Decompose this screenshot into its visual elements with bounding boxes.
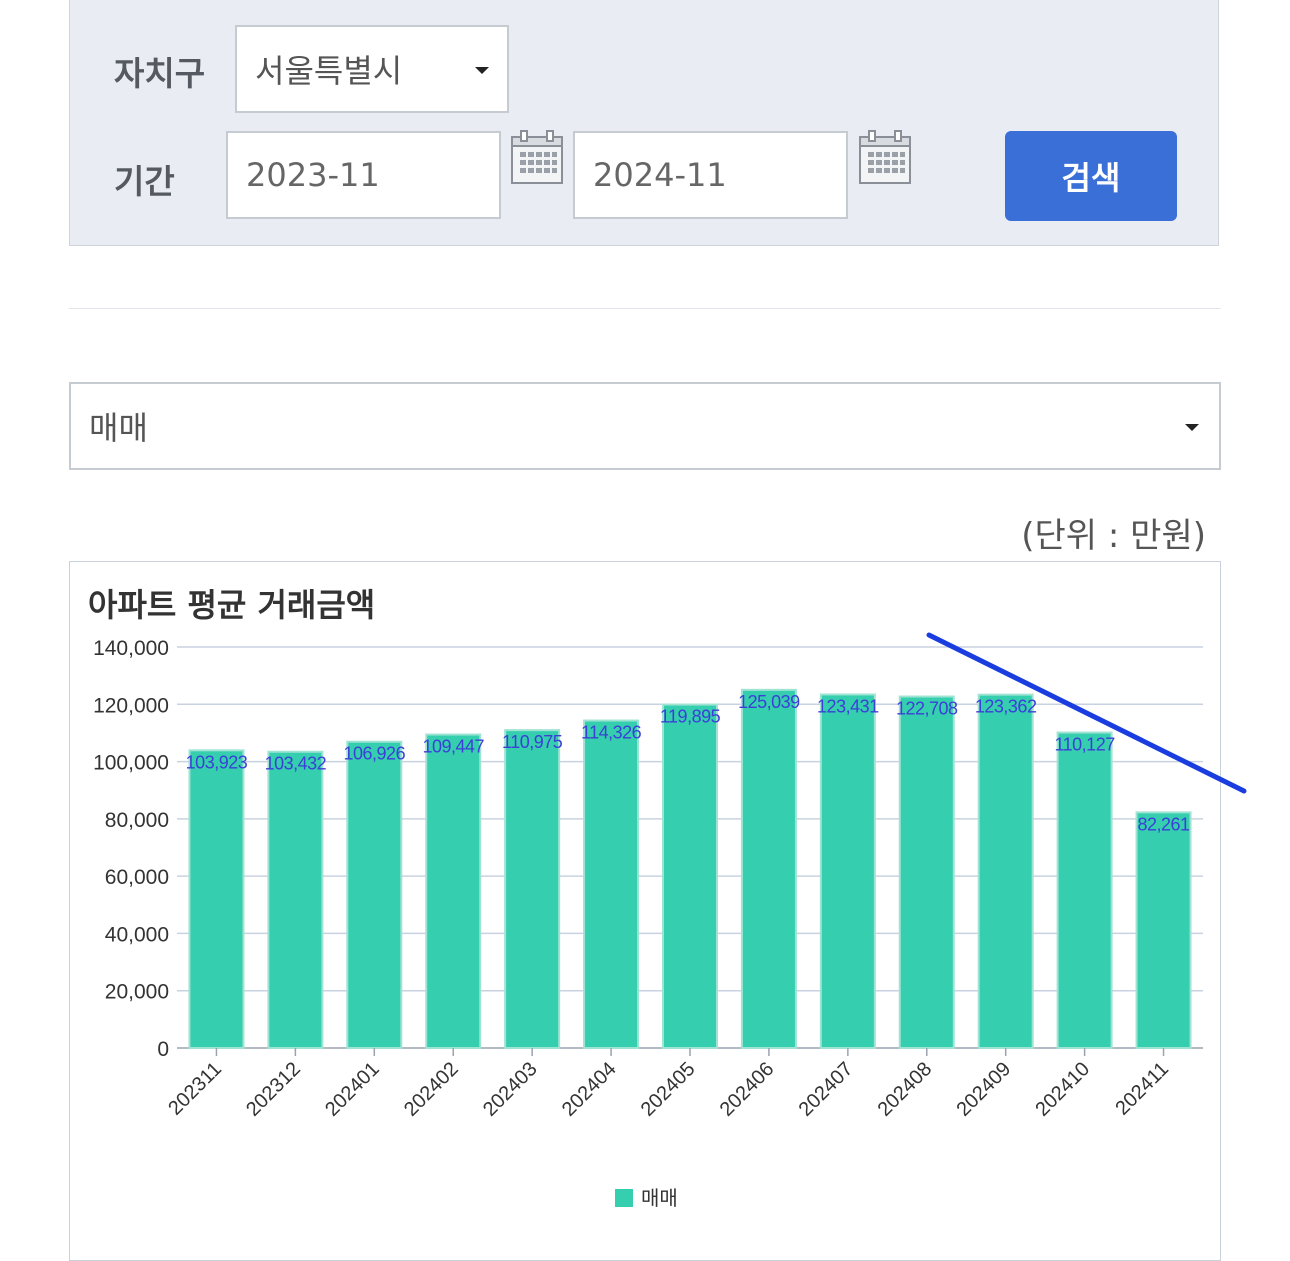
district-label: 자치구 [114, 54, 206, 93]
x-tick-label: 202407 [795, 1058, 858, 1121]
x-tick-label: 202403 [479, 1058, 542, 1121]
bar-value-label: 123,362 [975, 697, 1037, 717]
bar-chart: 0 20,000 40,000 60,000 80,000 100,000 120,000 1… [93, 637, 1203, 1210]
y-tick-label: 80,000 [105, 809, 169, 832]
bar-value-label: 114,326 [581, 723, 642, 743]
bar-value-label: 82,261 [1138, 814, 1191, 834]
bar-value-label: 103,923 [186, 752, 248, 772]
bar [504, 729, 561, 1049]
end-date-input[interactable]: 2024-11 [573, 131, 848, 219]
bar-value-label: 119,895 [660, 707, 721, 727]
start-date-value: 2023-11 [246, 156, 380, 194]
x-tick-label: 202401 [321, 1058, 384, 1121]
chevron-down-icon [1185, 424, 1199, 431]
y-tick-label: 0 [157, 1038, 169, 1061]
calendar-icon[interactable] [858, 129, 912, 187]
legend-label: 매매 [641, 1186, 678, 1210]
x-tick-label: 202408 [874, 1058, 937, 1121]
trade-type-value: 매매 [89, 409, 148, 447]
bar [1135, 811, 1192, 1049]
search-panel: 자치구 서울특별시 기간 2023-11 2024-11 검색 [69, 0, 1219, 246]
bar [267, 750, 324, 1049]
district-select-value: 서울특별시 [255, 52, 403, 90]
x-tick-label: 202311 [164, 1058, 226, 1120]
bar [346, 740, 403, 1049]
start-date-input[interactable]: 2023-11 [226, 131, 501, 219]
x-tick-label: 202406 [716, 1058, 779, 1121]
x-tick-label: 202405 [637, 1058, 700, 1121]
y-tick-label: 140,000 [93, 637, 169, 660]
end-date-value: 2024-11 [593, 156, 727, 194]
y-tick-label: 40,000 [105, 923, 169, 946]
bar-value-label: 125,039 [738, 692, 800, 712]
bar-value-label: 103,432 [265, 754, 327, 774]
bar [819, 693, 876, 1049]
chevron-down-icon [475, 67, 489, 74]
bar [662, 703, 718, 1050]
bar [1056, 731, 1113, 1049]
bar [425, 733, 482, 1050]
y-tick-label: 20,000 [105, 981, 169, 1004]
bar-value-label: 110,975 [502, 732, 563, 752]
bar [583, 719, 640, 1050]
chart-title: 아파트 평균 거래금액 [88, 586, 376, 624]
x-tick-label: 202404 [558, 1058, 621, 1121]
bar [898, 695, 955, 1049]
trade-type-select[interactable]: 매매 [69, 382, 1221, 470]
bar-value-label: 106,926 [344, 744, 406, 764]
legend-swatch [615, 1189, 633, 1207]
bar-value-label: 110,127 [1054, 735, 1115, 755]
search-button[interactable]: 검색 [1005, 131, 1177, 221]
x-tick-label: 202409 [952, 1058, 1015, 1121]
district-select[interactable]: 서울특별시 [235, 25, 509, 113]
x-tick-label: 202411 [1111, 1058, 1173, 1120]
period-label: 기간 [114, 162, 175, 201]
chart-panel: 0 20,000 40,000 60,000 80,000 100,000 120,000 1… [69, 561, 1221, 1261]
x-tick-label: 202402 [400, 1058, 463, 1121]
x-tick-label: 202312 [242, 1058, 305, 1121]
y-tick-label: 120,000 [93, 694, 169, 717]
bar [740, 688, 797, 1050]
bar [188, 749, 245, 1049]
y-tick-label: 60,000 [105, 866, 169, 889]
bar [977, 693, 1034, 1050]
y-tick-label: 100,000 [93, 752, 169, 775]
unit-label: (단위 : 만원) [1021, 516, 1206, 556]
x-tick-label: 202410 [1031, 1058, 1094, 1121]
bar-value-label: 109,447 [422, 737, 484, 757]
calendar-icon[interactable] [510, 129, 564, 187]
bar-value-label: 123,431 [817, 696, 879, 716]
bar-value-label: 122,708 [896, 699, 958, 719]
divider [69, 308, 1221, 309]
